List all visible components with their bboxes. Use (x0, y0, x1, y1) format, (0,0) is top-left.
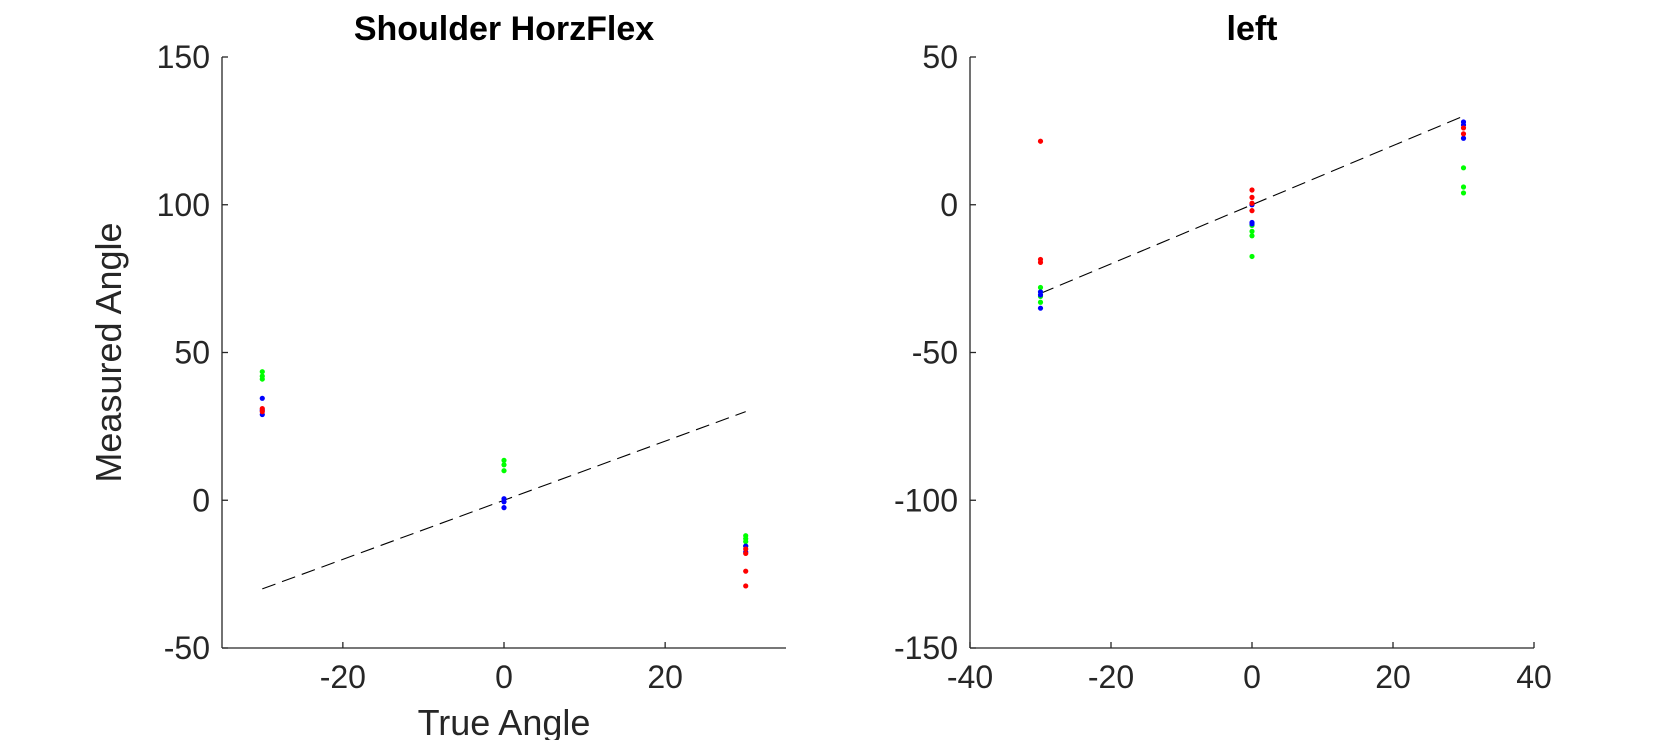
data-point (1460, 184, 1467, 190)
data-point (743, 546, 749, 552)
chart-title: left (1227, 10, 1278, 48)
data-point (1037, 299, 1044, 305)
y-axis-label: Measured Angle (88, 222, 129, 482)
x-axis-label: True Angle (418, 702, 591, 740)
y-tick-label: 100 (157, 187, 210, 223)
x-tick-label: 0 (1243, 659, 1261, 695)
data-point (1249, 187, 1255, 193)
data-point (1460, 190, 1467, 196)
data-point (1460, 131, 1467, 137)
data-point (1249, 194, 1255, 200)
series-3 (259, 406, 749, 589)
data-point (1037, 138, 1044, 144)
data-point (1249, 228, 1255, 234)
x-tick-label: -20 (1088, 659, 1134, 695)
y-tick-label: 0 (940, 187, 958, 223)
x-tick-label: -40 (947, 659, 993, 695)
chart-title: Shoulder HorzFlex (354, 10, 654, 48)
x-tick-label: 0 (495, 659, 513, 695)
data-point (743, 583, 749, 589)
data-point (501, 505, 507, 511)
reference-line (1040, 115, 1464, 294)
data-point (259, 409, 265, 415)
y-tick-label: 150 (157, 39, 210, 75)
data-point (743, 539, 749, 545)
data-point (1249, 221, 1255, 227)
data-point (501, 499, 507, 505)
data-point (743, 550, 749, 557)
data-point (1460, 135, 1467, 141)
chart-1: -50 0 50 100 150 -20 0 20 Shoulder HorzFlex True … (88, 10, 786, 740)
y-tick-label: -50 (912, 335, 958, 371)
data-point (259, 395, 265, 401)
y-tick-label: -150 (894, 630, 958, 666)
data-point (1037, 305, 1044, 311)
data-point (501, 457, 507, 463)
series-3 (1037, 125, 1467, 265)
data-point (1249, 253, 1255, 260)
y-tick-label: 50 (922, 39, 958, 75)
data-point (501, 468, 507, 474)
x-tick-label: 40 (1516, 659, 1552, 695)
data-point (1460, 165, 1467, 171)
x-tick-label: 20 (647, 659, 683, 695)
data-point (501, 462, 507, 468)
data-point (1037, 292, 1044, 298)
data-point (259, 376, 265, 382)
data-point (743, 568, 749, 574)
y-tick-label: -100 (894, 482, 958, 518)
x-tick-label: 20 (1375, 659, 1411, 695)
data-point (1249, 200, 1255, 206)
data-point (1037, 284, 1044, 291)
series-1 (259, 369, 749, 549)
chart-2: -150 -100 -50 0 50 -40 -20 0 20 40 left (894, 10, 1552, 695)
data-point (1249, 233, 1255, 239)
y-tick-label: -50 (164, 630, 210, 666)
data-point (1460, 125, 1467, 131)
y-tick-label: 50 (174, 335, 210, 371)
x-tick-label: -20 (320, 659, 366, 695)
data-point (259, 369, 265, 375)
data-point (1249, 208, 1255, 214)
data-point (1037, 259, 1044, 265)
y-tick-label: 0 (192, 482, 210, 518)
